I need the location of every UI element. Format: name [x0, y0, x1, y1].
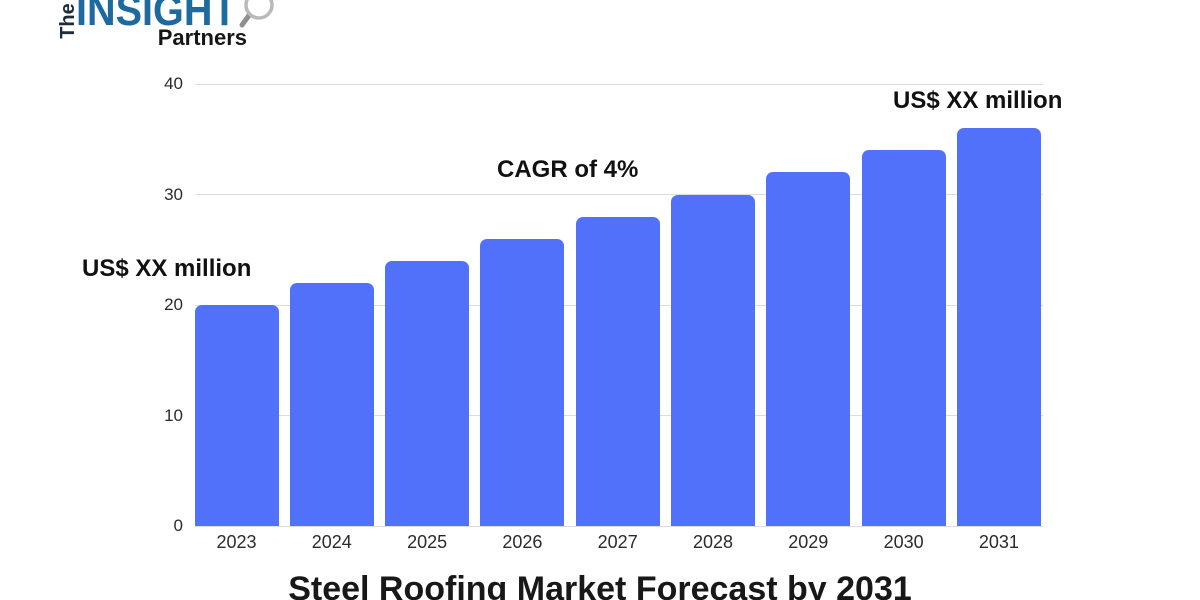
- bar-2025: [385, 260, 470, 526]
- annotation-cagr: CAGR of 4%: [497, 156, 639, 183]
- gridline-40: [195, 83, 1043, 85]
- x-tick-label-2027: 2027: [597, 532, 638, 552]
- annotation-right-value: US$ XX million: [893, 87, 1063, 114]
- bar-2028: [671, 194, 755, 526]
- logo-insight-text: INSIGHT: [76, 0, 237, 35]
- annotation-left-value: US$ XX million: [82, 255, 252, 282]
- x-tick-label-2030: 2030: [883, 532, 924, 552]
- bar-2027: [575, 216, 660, 526]
- x-tick-label-2029: 2029: [788, 532, 829, 552]
- x-tick-label-2028: 2028: [692, 532, 734, 552]
- insight-partners-logo: The INSIGHT Partners: [0, 0, 300, 60]
- bar-2030: [861, 150, 946, 526]
- x-tick-label-2023: 2023: [216, 532, 257, 552]
- gridline-30: [195, 194, 1043, 195]
- y-tick-label-40: 40: [164, 74, 183, 93]
- y-tick-label-30: 30: [164, 184, 183, 204]
- x-tick-label-2024: 2024: [311, 532, 352, 552]
- bar-2029: [766, 172, 851, 526]
- x-tick-label-2025: 2025: [407, 532, 448, 552]
- chart-title: Steel Roofing Market Forecast by 2031: [288, 570, 912, 600]
- x-tick-label-2026: 2026: [502, 532, 543, 552]
- bar-2023: [194, 305, 279, 526]
- bar-2026: [480, 238, 565, 526]
- gridline-0: [195, 525, 1043, 527]
- x-tick-label-2031: 2031: [978, 532, 1019, 552]
- y-tick-label-20: 20: [164, 295, 183, 314]
- y-tick-label-0: 0: [173, 516, 183, 535]
- logo-partners-text: Partners: [157, 25, 247, 50]
- bar-2031: [956, 128, 1041, 526]
- bar-2024: [289, 282, 374, 526]
- y-tick-label-10: 10: [164, 405, 183, 425]
- magnifier-icon: [239, 0, 274, 28]
